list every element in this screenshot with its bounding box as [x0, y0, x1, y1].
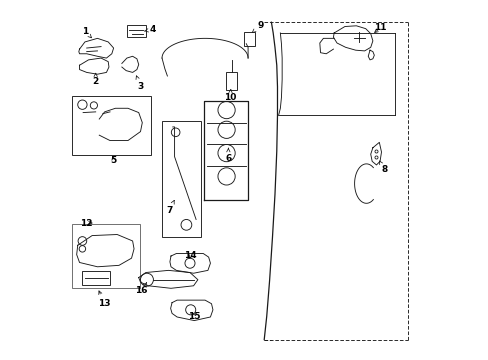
Text: 12: 12 [81, 219, 93, 228]
Text: 11: 11 [374, 23, 386, 32]
Text: 10: 10 [224, 89, 236, 102]
Text: 15: 15 [188, 312, 200, 321]
Text: 16: 16 [135, 283, 147, 294]
Text: 3: 3 [136, 76, 143, 91]
Text: 7: 7 [165, 201, 174, 215]
Bar [225, 72, 237, 90]
Bar [72, 224, 140, 288]
Bar [162, 121, 201, 237]
Text: 6: 6 [225, 148, 231, 163]
Text: 14: 14 [184, 251, 197, 260]
Text: 13: 13 [98, 291, 111, 308]
Text: 4: 4 [144, 25, 156, 34]
Text: 5: 5 [110, 156, 117, 165]
Text: 2: 2 [92, 73, 99, 86]
Text: 1: 1 [81, 27, 91, 38]
Bar [244, 32, 254, 45]
Text: 9: 9 [252, 21, 264, 32]
Text: 8: 8 [379, 161, 386, 174]
Bar [72, 96, 151, 155]
Bar [82, 271, 110, 285]
Bar [126, 25, 145, 37]
